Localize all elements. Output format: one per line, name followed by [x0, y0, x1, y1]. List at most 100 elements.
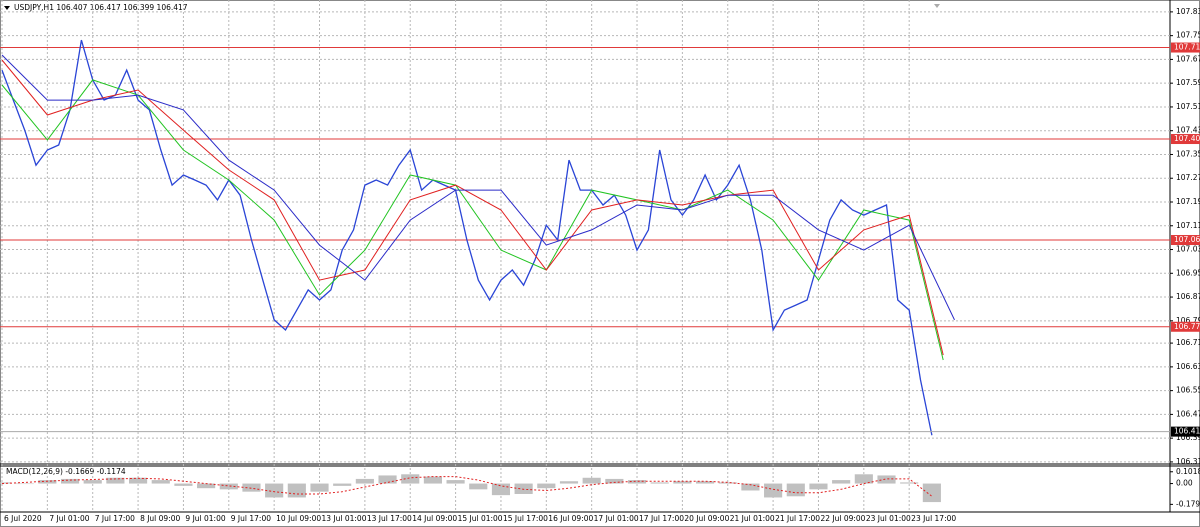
macd-bar: [695, 481, 715, 484]
y-tick-label: 106.555: [1176, 386, 1200, 395]
x-tick-label: 9 Jul 01:00: [185, 514, 225, 523]
macd-bar: [15, 483, 34, 485]
macd-bar: [809, 483, 828, 490]
macd-bar: [741, 483, 760, 491]
macd-bar: [83, 480, 102, 484]
macd-bar: [764, 483, 783, 498]
macd-bar: [197, 483, 216, 489]
y-tick-label: 107.350: [1176, 149, 1200, 158]
y-tick-label: -0.1797: [1176, 499, 1200, 508]
y-tick-label: 107.750: [1176, 31, 1200, 40]
price-line: [1, 79, 944, 361]
macd-bar: [559, 481, 579, 484]
y-tick-label: 106.950: [1176, 268, 1200, 277]
y-tick-label: 0.1018: [1176, 467, 1200, 476]
x-tick-label: 22 Jul 09:00: [820, 514, 865, 523]
y-tick-label: 107.430: [1176, 126, 1200, 135]
macd-bar: [582, 477, 601, 484]
macd-bar: [219, 483, 238, 490]
macd-bar: [469, 483, 488, 490]
macd-bar: [0, 482, 12, 484]
macd-bar: [650, 482, 669, 484]
level-label-box: [1171, 321, 1200, 332]
x-tick-label: 20 Jul 09:00: [684, 514, 729, 523]
macd-bar: [265, 483, 284, 498]
x-tick-label: 17 Jul 17:00: [639, 514, 684, 523]
macd-bar: [378, 475, 397, 484]
level-label: 107.062: [1174, 235, 1200, 244]
chart-title: USDJPY,H1 106.407 106.417 106.399 106.41…: [14, 3, 188, 12]
y-tick-label: 106.395: [1176, 433, 1200, 442]
shift-marker: [934, 4, 940, 8]
y-tick-label: 107.110: [1176, 221, 1200, 230]
macd-bar: [310, 483, 329, 492]
x-tick-label: 13 Jul 17:00: [367, 514, 412, 523]
macd-bar: [537, 483, 556, 489]
y-tick-label: 107.190: [1176, 197, 1200, 206]
level-label: 107.710: [1174, 43, 1200, 52]
macd-bar: [514, 483, 533, 494]
x-tick-label: 7 Jul 01:00: [49, 514, 89, 523]
macd-bar: [854, 474, 873, 484]
macd-bar: [60, 478, 80, 484]
macd-bar: [627, 480, 647, 484]
y-tick-label: 106.715: [1176, 338, 1200, 347]
macd-bar: [718, 482, 737, 484]
price-line: [1, 39, 933, 436]
macd-bar: [287, 483, 306, 498]
macd-bar: [446, 480, 465, 484]
x-tick-label: 15 Jul 17:00: [503, 514, 548, 523]
macd-bar: [151, 480, 170, 484]
level-label-box: [1171, 235, 1200, 246]
macd-bar: [922, 483, 941, 503]
x-tick-label: 21 Jul 17:00: [775, 514, 820, 523]
macd-bar: [355, 478, 374, 484]
price-line: [1, 54, 955, 321]
macd-bar: [333, 483, 352, 486]
y-tick-label: 107.510: [1176, 102, 1200, 111]
x-tick-label: 6 Jul 2020: [4, 514, 42, 523]
x-tick-label: 17 Jul 01:00: [594, 514, 639, 523]
last-price-box: [1171, 426, 1200, 437]
x-tick-label: 10 Jul 09:00: [276, 514, 321, 523]
level-label-box: [1171, 134, 1200, 145]
y-tick-label: 106.870: [1176, 292, 1200, 301]
macd-bar: [900, 482, 919, 484]
y-tick-label: 106.315: [1176, 457, 1200, 466]
macd-bar: [38, 480, 57, 484]
x-tick-label: 23 Jul 17:00: [911, 514, 956, 523]
macd-title: MACD(12,26,9) -0.1669 -0.1174: [6, 467, 126, 476]
macd-bar: [877, 475, 896, 484]
macd-bar: [832, 480, 851, 484]
macd-bar: [786, 483, 805, 497]
x-tick-label: 14 Jul 09:00: [412, 514, 457, 523]
level-label-box: [1171, 42, 1200, 53]
last-price-label: 106.417: [1174, 427, 1200, 436]
y-tick-label: 107.270: [1176, 173, 1200, 182]
y-tick-label: 0.00: [1176, 479, 1193, 488]
macd-bar: [174, 483, 193, 486]
macd-bar: [129, 477, 148, 484]
macd-bar: [401, 474, 420, 484]
level-label: 106.770: [1174, 322, 1200, 331]
y-tick-label: 107.030: [1176, 245, 1200, 254]
y-tick-label: 106.475: [1176, 409, 1200, 418]
macd-bar: [242, 483, 261, 492]
x-tick-label: 8 Jul 09:00: [140, 514, 180, 523]
y-tick-label: 107.590: [1176, 78, 1200, 87]
macd-bar: [673, 481, 692, 484]
macd-bar: [491, 483, 511, 496]
x-tick-label: 15 Jul 01:00: [458, 514, 503, 523]
x-tick-label: 23 Jul 01:00: [866, 514, 911, 523]
x-tick-label: 9 Jul 17:00: [231, 514, 271, 523]
level-label: 107.402: [1174, 134, 1200, 143]
macd-bar: [605, 478, 624, 484]
menu-arrow[interactable]: [4, 6, 10, 10]
x-tick-label: 7 Jul 17:00: [95, 514, 135, 523]
x-tick-label: 21 Jul 01:00: [730, 514, 775, 523]
x-tick-label: 13 Jul 01:00: [322, 514, 367, 523]
y-tick-label: 106.790: [1176, 316, 1200, 325]
y-tick-label: 106.635: [1176, 362, 1200, 371]
